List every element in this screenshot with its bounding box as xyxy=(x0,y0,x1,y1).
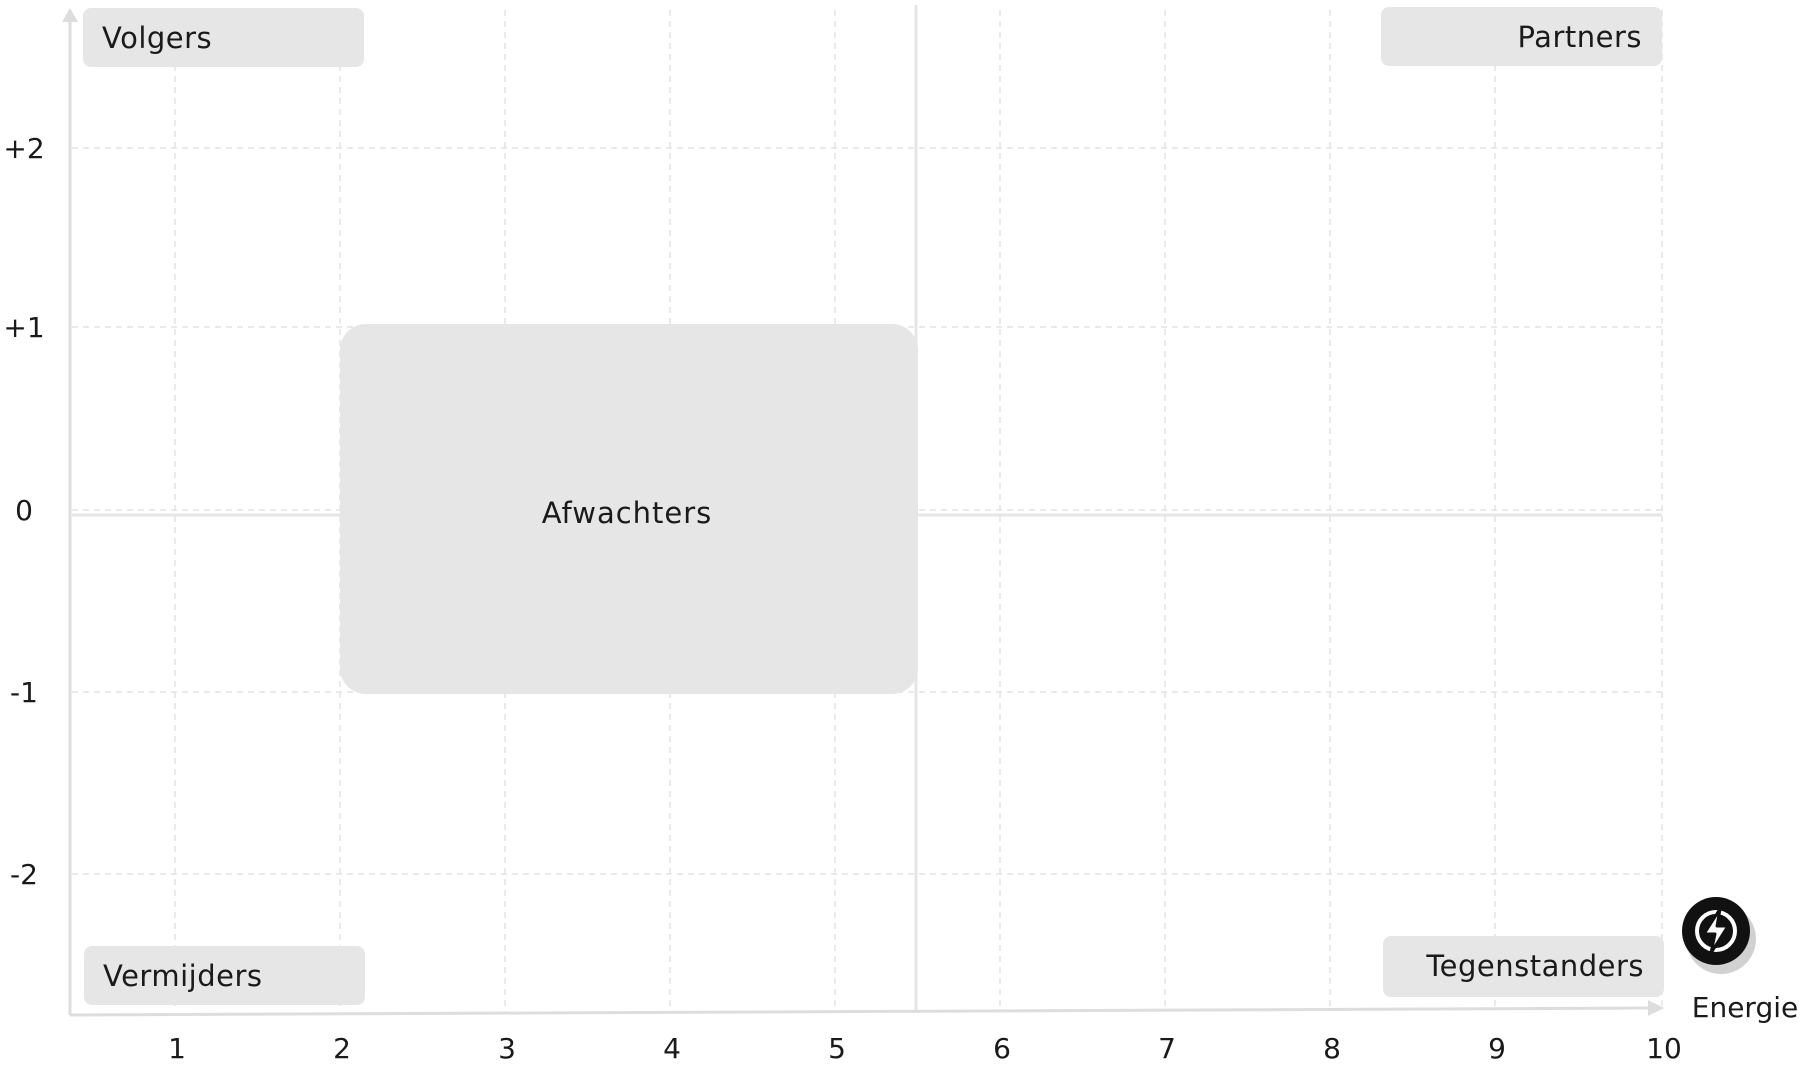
x-tick-label: 1 xyxy=(168,1032,186,1065)
y-tick-label: +2 xyxy=(3,132,44,165)
volgers-box xyxy=(83,8,364,67)
x-tick-label: 3 xyxy=(498,1032,516,1065)
y-tick-label: 0 xyxy=(15,494,33,527)
y-tick-labels: +2 +1 0 -1 -2 xyxy=(3,132,44,891)
x-tick-label: 8 xyxy=(1323,1032,1341,1065)
x-tick-label: 4 xyxy=(663,1032,681,1065)
partners-box xyxy=(1381,7,1662,66)
afwachters-label: Afwachters xyxy=(542,496,713,530)
vermijders-label: Vermijders xyxy=(103,959,263,993)
x-tick-labels: 1 2 3 4 5 6 7 8 9 10 xyxy=(168,1032,1682,1065)
energy-icon-button[interactable] xyxy=(1682,897,1756,974)
partners-label: Partners xyxy=(1517,20,1642,54)
x-axis-arrow xyxy=(1648,1000,1664,1016)
x-tick-label: 9 xyxy=(1488,1032,1506,1065)
y-tick-label: -1 xyxy=(10,676,38,709)
x-tick-label: 7 xyxy=(1158,1032,1176,1065)
x-axis-title: Energie xyxy=(1692,991,1798,1024)
y-tick-label: +1 xyxy=(3,311,44,344)
y-tick-label: -2 xyxy=(10,858,38,891)
tegenstanders-label: Tegenstanders xyxy=(1425,949,1644,983)
y-axis-arrow xyxy=(62,8,78,22)
volgers-label: Volgers xyxy=(102,21,212,55)
x-tick-label: 2 xyxy=(333,1032,351,1065)
vermijders-box xyxy=(84,946,365,1005)
tegenstanders-box xyxy=(1383,936,1664,997)
x-tick-label: 5 xyxy=(828,1032,846,1065)
lightning-bolt-icon xyxy=(1695,907,1737,955)
x-tick-label: 10 xyxy=(1646,1032,1682,1065)
x-axis-line xyxy=(69,1006,1656,1017)
afwachters-zone xyxy=(340,324,918,694)
x-tick-label: 6 xyxy=(993,1032,1011,1065)
